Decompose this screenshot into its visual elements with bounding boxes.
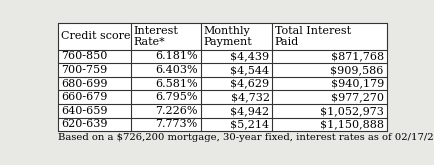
Text: $909,586: $909,586 xyxy=(331,65,384,75)
Text: $4,544: $4,544 xyxy=(230,65,270,75)
Text: $1,052,973: $1,052,973 xyxy=(320,106,384,116)
Text: 6.795%: 6.795% xyxy=(155,92,198,102)
Text: 6.581%: 6.581% xyxy=(155,79,198,89)
Text: Based on a $726,200 mortgage, 30-year fixed, interest rates as of 02/17/23: Based on a $726,200 mortgage, 30-year fi… xyxy=(58,133,434,142)
Text: 760-850: 760-850 xyxy=(61,51,107,61)
Text: 620-639: 620-639 xyxy=(61,119,108,129)
Text: 6.181%: 6.181% xyxy=(155,51,198,61)
Text: $4,942: $4,942 xyxy=(230,106,270,116)
Text: 640-659: 640-659 xyxy=(61,106,108,116)
Text: $1,150,888: $1,150,888 xyxy=(320,119,384,129)
Text: $940,179: $940,179 xyxy=(331,79,384,89)
Text: Monthly
Payment: Monthly Payment xyxy=(203,26,252,47)
Text: $4,439: $4,439 xyxy=(230,51,270,61)
Text: $4,732: $4,732 xyxy=(230,92,270,102)
Text: $871,768: $871,768 xyxy=(331,51,384,61)
Text: $4,629: $4,629 xyxy=(230,79,270,89)
Text: $977,270: $977,270 xyxy=(331,92,384,102)
Text: 680-699: 680-699 xyxy=(61,79,108,89)
Text: Credit score: Credit score xyxy=(61,31,131,41)
Text: 700-759: 700-759 xyxy=(61,65,107,75)
Text: 7.226%: 7.226% xyxy=(155,106,198,116)
Text: Interest
Rate*: Interest Rate* xyxy=(134,26,178,47)
Text: 7.773%: 7.773% xyxy=(156,119,198,129)
Text: Total Interest
Paid: Total Interest Paid xyxy=(275,26,351,47)
Text: 6.403%: 6.403% xyxy=(155,65,198,75)
Text: 660-679: 660-679 xyxy=(61,92,107,102)
Text: $5,214: $5,214 xyxy=(230,119,270,129)
Bar xyxy=(58,23,387,131)
